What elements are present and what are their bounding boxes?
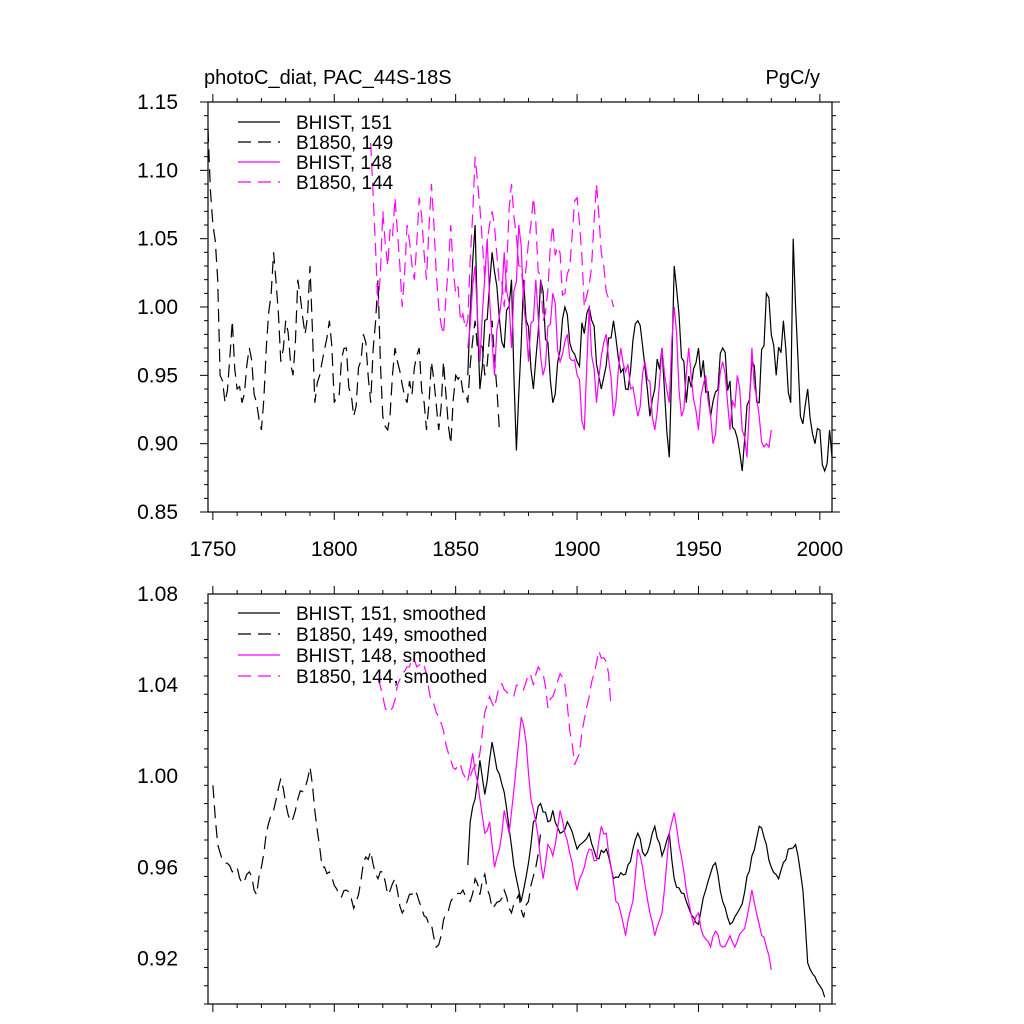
x-tick-label: 1900 bbox=[554, 538, 601, 561]
legend-label: B1850, 149 bbox=[296, 133, 393, 154]
x-tick-label: 1750 bbox=[189, 538, 236, 561]
y-tick-label: 0.85 bbox=[137, 501, 178, 524]
x-tick-label: 2000 bbox=[797, 538, 844, 561]
y-tick-label: 0.92 bbox=[137, 947, 178, 970]
y-tick-label: 0.90 bbox=[137, 433, 178, 456]
units-label: PgC/y bbox=[766, 67, 820, 89]
x-tick-label: 1850 bbox=[432, 538, 479, 561]
y-tick-label: 1.05 bbox=[137, 228, 178, 251]
series-line bbox=[212, 766, 542, 949]
bottom-panel: 0.92 0.96 1.00 1.04 1.08 BHIST, 151, smoothed… bbox=[137, 583, 836, 1012]
legend-label: B1850, 144, smoothed bbox=[296, 667, 487, 688]
series-line bbox=[467, 716, 772, 970]
y-tick-label: 1.00 bbox=[137, 765, 178, 788]
y-tick-label: 1.10 bbox=[137, 159, 178, 182]
legend-label: BHIST, 151 bbox=[296, 113, 392, 134]
series-line bbox=[467, 224, 833, 473]
series-line bbox=[377, 648, 612, 780]
legend-label: B1850, 144 bbox=[296, 173, 394, 194]
y-tick-label: 0.96 bbox=[137, 856, 178, 879]
plot-frame bbox=[207, 593, 833, 1005]
y-tick-label: 1.04 bbox=[137, 674, 178, 697]
series-line bbox=[370, 142, 615, 335]
chart-title: photoC_diat, PAC_44S-18S bbox=[204, 67, 452, 89]
top-panel: 1750 1800 1850 1900 1950 2000 0.85 0.90 0.95 1.00… bbox=[137, 91, 843, 561]
x-tick-label: 1800 bbox=[311, 538, 358, 561]
legend-label: B1850, 149, smoothed bbox=[296, 625, 487, 646]
legend-label: BHIST, 148 bbox=[296, 153, 392, 174]
legend-label: BHIST, 148, smoothed bbox=[296, 646, 486, 667]
y-tick-label: 1.00 bbox=[137, 296, 178, 319]
legend-label: BHIST, 151, smoothed bbox=[296, 604, 486, 625]
series-line bbox=[467, 224, 772, 458]
y-tick-label: 0.95 bbox=[137, 364, 178, 387]
y-tick-label: 1.08 bbox=[137, 583, 178, 606]
y-tick-label: 1.15 bbox=[137, 91, 178, 114]
series-line bbox=[467, 741, 826, 998]
x-tick-label: 1950 bbox=[675, 538, 722, 561]
